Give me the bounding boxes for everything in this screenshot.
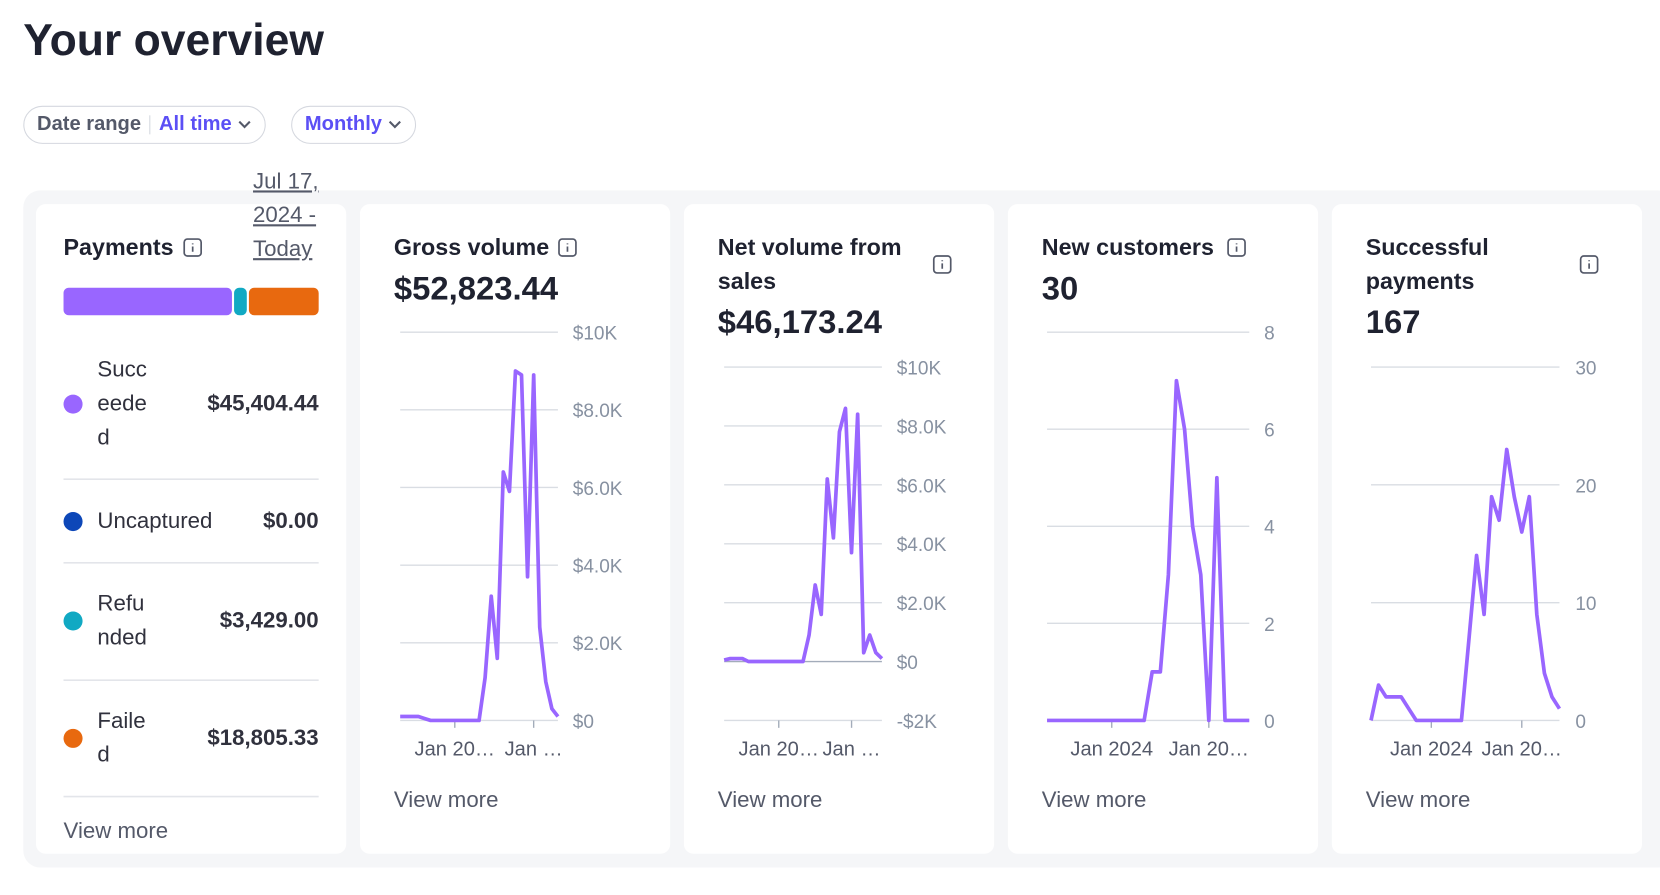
filter-value: All time <box>159 113 232 136</box>
y-tick-label: $0 <box>897 653 918 674</box>
y-tick-label: 0 <box>1264 712 1275 733</box>
view-more-link[interactable]: View more <box>1041 788 1147 813</box>
metric-card <box>1007 204 1319 854</box>
y-tick-label: $6.0K <box>897 476 947 497</box>
filter-value: Monthly <box>304 113 383 136</box>
y-tick-label: 30 <box>1575 359 1596 380</box>
metric-card <box>1331 204 1643 854</box>
chevron <box>388 120 402 129</box>
info-icons <box>183 238 1599 274</box>
legend-value: $0.00 <box>263 508 319 534</box>
card-total: $46,173.24 <box>717 303 883 341</box>
legend-dot <box>63 611 83 631</box>
divider <box>149 115 151 135</box>
legend-label: Succeeded <box>97 357 147 450</box>
metric-card <box>683 204 995 854</box>
data-line <box>723 406 884 664</box>
x-tick-label: Jan 20… <box>739 738 819 760</box>
chevron <box>238 120 251 129</box>
card-title: New customers <box>1041 233 1214 261</box>
y-tick-label: $2.0K <box>897 594 947 615</box>
x-tick-label: Jan 2024 <box>1070 738 1153 760</box>
legend-dot <box>63 512 83 532</box>
y-tick-label: $10K <box>897 359 942 380</box>
legend-dot <box>63 728 83 748</box>
legend-label: Refunded <box>97 591 147 650</box>
y-tick-label: $8.0K <box>897 417 947 438</box>
y-tick-label: $4.0K <box>897 535 947 556</box>
x-tick-label: Jan 2024 <box>1390 738 1473 760</box>
legend-label: Uncaptured <box>97 508 213 534</box>
card-total: $52,823.44 <box>393 269 559 307</box>
legend-value: $45,404.44 <box>207 391 319 416</box>
info-icon <box>558 238 577 257</box>
y-tick-label: $0 <box>573 712 594 733</box>
legend-label: Failed <box>97 708 146 767</box>
info-icon <box>183 238 202 257</box>
y-tick-label: $8.0K <box>573 401 623 422</box>
info-icon <box>1227 238 1246 257</box>
view-more-link[interactable]: View more <box>63 818 169 844</box>
y-tick-label: 10 <box>1575 594 1596 615</box>
date-link[interactable]: Jul 17, 2024 - Today <box>253 169 319 262</box>
data-line <box>400 369 560 723</box>
y-tick-label: 4 <box>1264 518 1275 539</box>
card-title: Successful payments <box>1365 233 1489 295</box>
x-tick-label: Jan 20… <box>415 738 495 760</box>
y-tick-label: $4.0K <box>573 557 623 578</box>
y-tick-label: 2 <box>1264 615 1275 636</box>
interval-filter[interactable]: Monthly <box>291 105 417 144</box>
data-line <box>1047 378 1250 723</box>
card-total: 30 <box>1041 269 1079 307</box>
info-icon <box>1579 255 1599 274</box>
legend-value: $18,805.33 <box>207 725 319 751</box>
y-tick-label: $2.0K <box>573 634 623 655</box>
view-more-link[interactable]: View more <box>1365 788 1471 813</box>
date-range-filter[interactable]: Date range All time <box>23 105 266 144</box>
view-more-link[interactable]: View more <box>393 788 499 813</box>
card-total: 167 <box>1365 303 1421 341</box>
y-tick-label: 0 <box>1575 712 1586 733</box>
y-tick-label: $10K <box>573 324 618 345</box>
card-title: Net volume from sales <box>717 233 902 295</box>
y-tick-label: -$2K <box>897 712 938 733</box>
bar-segment <box>248 287 319 316</box>
x-tick-label: Jan 20… <box>1482 738 1562 760</box>
bar-segment <box>63 287 232 316</box>
legend-value: $3,429.00 <box>219 608 319 633</box>
x-tick-label: Jan … <box>823 738 881 760</box>
y-tick-label: 6 <box>1264 421 1275 442</box>
view-more-link[interactable]: View more <box>717 788 823 813</box>
filter-label: Date range <box>37 113 142 136</box>
y-tick-label: 8 <box>1264 324 1275 345</box>
y-tick-label: $6.0K <box>573 479 623 500</box>
y-tick-label: 20 <box>1575 476 1596 497</box>
data-line <box>1369 447 1562 723</box>
card-title: Gross volume <box>393 233 550 261</box>
x-tick-label: Jan 20… <box>1169 738 1249 760</box>
card-title: Payments <box>63 233 174 261</box>
metric-card <box>359 204 671 854</box>
page-title: Your overview <box>23 14 324 65</box>
x-tick-label: Jan … <box>505 738 563 760</box>
bar-segment <box>234 287 247 316</box>
info-icon <box>932 255 952 274</box>
legend-dot <box>63 394 83 414</box>
